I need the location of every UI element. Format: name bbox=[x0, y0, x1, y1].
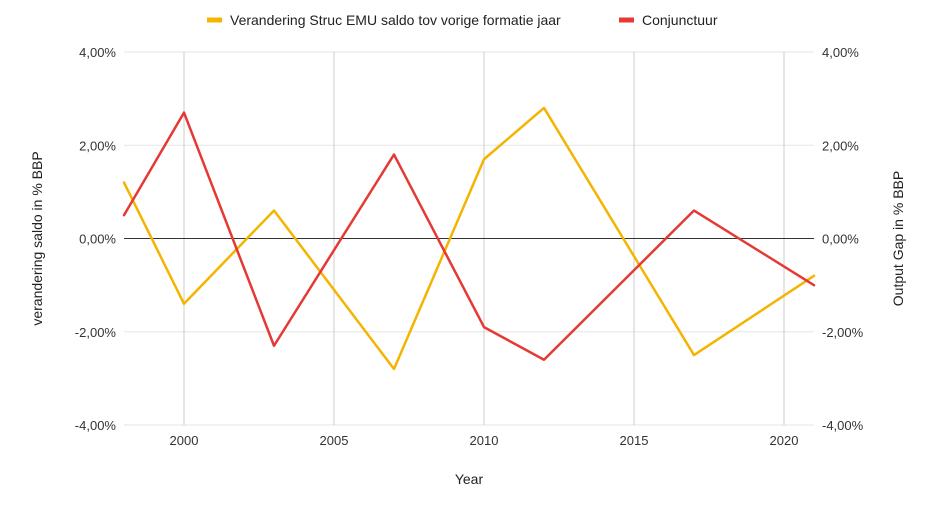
series-line-1 bbox=[122, 106, 816, 371]
y-tick-label-right: 2,00% bbox=[822, 138, 859, 153]
y-axis-title-right: Output Gap in % BBP bbox=[890, 171, 906, 306]
y-tick-label-left: 2,00% bbox=[79, 138, 116, 153]
legend-label-series-1: Verandering Struc EMU saldo tov vorige f… bbox=[230, 12, 561, 28]
x-tick-label: 2010 bbox=[470, 433, 499, 448]
x-tick-label: 2000 bbox=[170, 433, 199, 448]
y-tick-label-left: -2,00% bbox=[75, 325, 117, 340]
y-tick-label-left: 4,00% bbox=[79, 45, 116, 60]
y-tick-label-right: -4,00% bbox=[822, 418, 864, 433]
y-tick-label-left: 0,00% bbox=[79, 232, 116, 247]
series-line-2 bbox=[122, 111, 816, 361]
x-tick-label: 2005 bbox=[320, 433, 349, 448]
y-tick-label-right: -2,00% bbox=[822, 325, 864, 340]
y-tick-label-right: 0,00% bbox=[822, 232, 859, 247]
x-tick-label: 2020 bbox=[770, 433, 799, 448]
y-tick-label-right: 4,00% bbox=[822, 45, 859, 60]
legend-label-series-2: Conjunctuur bbox=[642, 12, 718, 28]
y-tick-label-left: -4,00% bbox=[75, 418, 117, 433]
x-axis-title: Year bbox=[455, 471, 484, 487]
x-tick-label: 2015 bbox=[620, 433, 649, 448]
y-axis-title-left: verandering saldo in % BBP bbox=[29, 151, 45, 325]
